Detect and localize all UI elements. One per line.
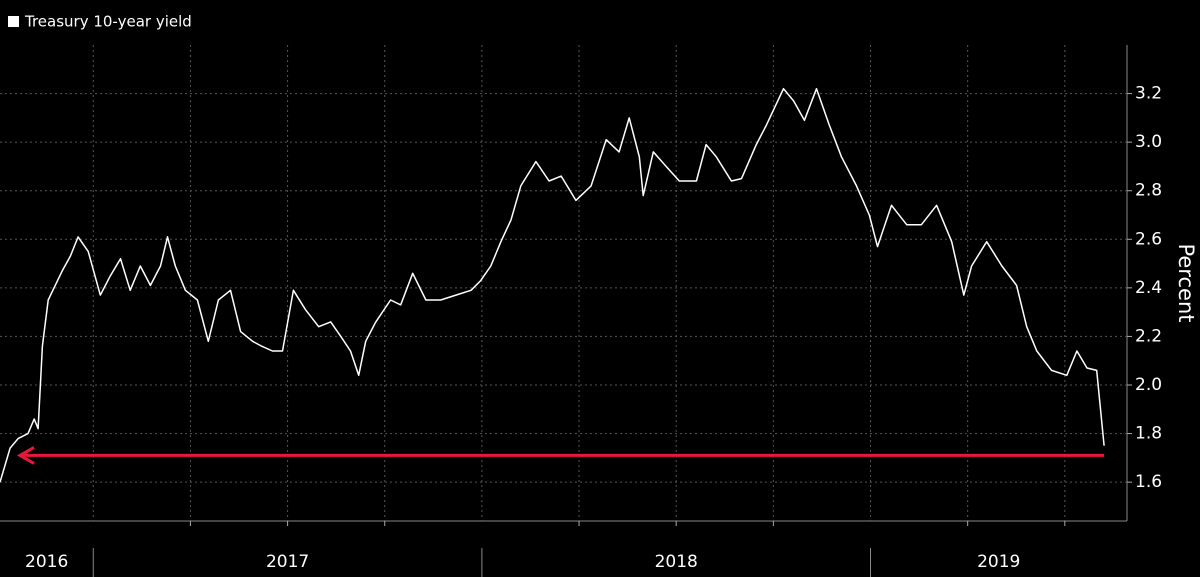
x-year-label: 2019: [977, 552, 1020, 572]
y-axis-label: Percent: [1174, 243, 1198, 322]
y-tick-label: 1.6: [1135, 472, 1162, 492]
reference-arrowhead: [16, 446, 35, 465]
legend-swatch: [8, 16, 19, 27]
x-year-label: 2016: [25, 552, 68, 572]
y-tick-label: 2.2: [1135, 326, 1162, 346]
y-tick-label: 3.2: [1135, 84, 1162, 104]
y-tick-label: 1.8: [1135, 424, 1162, 444]
y-tick-label: 2.6: [1135, 229, 1162, 249]
y-tick-label: 2.4: [1135, 278, 1162, 298]
legend-label: Treasury 10-year yield: [24, 13, 192, 31]
y-tick-label: 2.0: [1135, 375, 1162, 395]
y-tick-label: 2.8: [1135, 181, 1162, 201]
x-year-label: 2018: [655, 552, 698, 572]
y-tick-label: 3.0: [1135, 132, 1162, 152]
x-year-label: 2017: [266, 552, 309, 572]
series-line: [0, 87, 1105, 483]
